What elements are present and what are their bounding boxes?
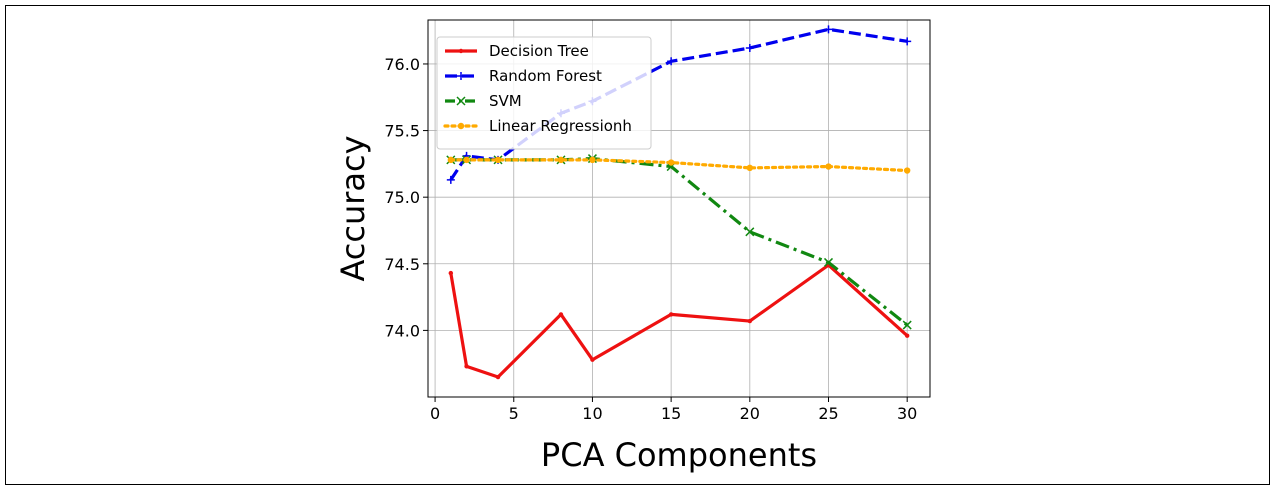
plot-border	[427, 19, 931, 398]
y-tick-label: 75.5	[384, 122, 420, 141]
x-tick-label: 30	[897, 404, 917, 423]
legend: Decision Tree Random Forest SVM Linear Regr…	[436, 36, 652, 150]
data-point-decision-tree	[464, 364, 469, 369]
data-point-decision-tree	[668, 312, 674, 317]
series-decision-tree	[448, 262, 910, 380]
legend-label-decision-tree: Decision Tree	[489, 42, 589, 60]
axis-ticks: 0 5 10 15 20 25 30 74.0 74.5 75.0 75.5 76.0	[384, 55, 917, 423]
data-point-svm	[745, 227, 755, 237]
data-point-linear-regressionh	[447, 156, 455, 164]
y-tick-label: 75.0	[384, 188, 420, 207]
y-tick-label: 74.0	[384, 321, 420, 340]
data-point-random-forest	[745, 43, 754, 52]
y-tick-label: 74.5	[384, 255, 420, 274]
series-layer	[446, 25, 912, 380]
x-tick-label: 25	[818, 404, 838, 423]
data-point-linear-regressionh	[746, 164, 754, 172]
x-tick-label: 5	[509, 404, 519, 423]
x-axis-label: PCA Components	[541, 436, 817, 474]
y-tick-label: 76.0	[384, 55, 420, 74]
x-tick-label: 0	[430, 404, 440, 423]
x-tick-label: 15	[661, 404, 681, 423]
data-point-svm	[823, 257, 834, 267]
legend-marker-random-forest	[457, 72, 465, 80]
legend-label-linear-regressionh: Linear Regressionh	[489, 117, 632, 135]
data-point-decision-tree	[558, 312, 564, 317]
legend-label-svm: SVM	[489, 92, 522, 110]
data-point-linear-regressionh	[494, 156, 502, 164]
data-point-decision-tree	[904, 333, 910, 338]
legend-box	[436, 36, 652, 150]
legend-marker-linear-regressionh	[457, 122, 465, 130]
data-point-linear-regressionh	[557, 156, 565, 164]
data-point-decision-tree	[747, 318, 753, 324]
data-point-linear-regressionh	[667, 159, 675, 166]
y-axis-label: Accuracy	[334, 135, 372, 281]
series-linear-regressionh	[447, 156, 911, 174]
data-point-decision-tree	[495, 374, 501, 380]
data-point-random-forest	[446, 175, 455, 184]
legend-marker-svm	[456, 96, 466, 106]
data-point-linear-regressionh	[589, 156, 596, 164]
data-point-random-forest	[824, 25, 833, 34]
data-point-linear-regressionh	[903, 167, 911, 174]
data-point-decision-tree	[590, 357, 595, 362]
x-tick-label: 10	[582, 404, 602, 423]
data-point-random-forest	[903, 37, 912, 46]
data-point-linear-regressionh	[825, 163, 832, 170]
legend-label-random-forest: Random Forest	[489, 67, 602, 85]
legend-marker-decision-tree	[458, 48, 464, 54]
data-point-linear-regressionh	[463, 156, 470, 164]
data-point-svm	[902, 320, 912, 330]
x-tick-label: 20	[740, 404, 760, 423]
data-point-random-forest	[667, 57, 676, 66]
data-point-decision-tree	[448, 270, 454, 276]
